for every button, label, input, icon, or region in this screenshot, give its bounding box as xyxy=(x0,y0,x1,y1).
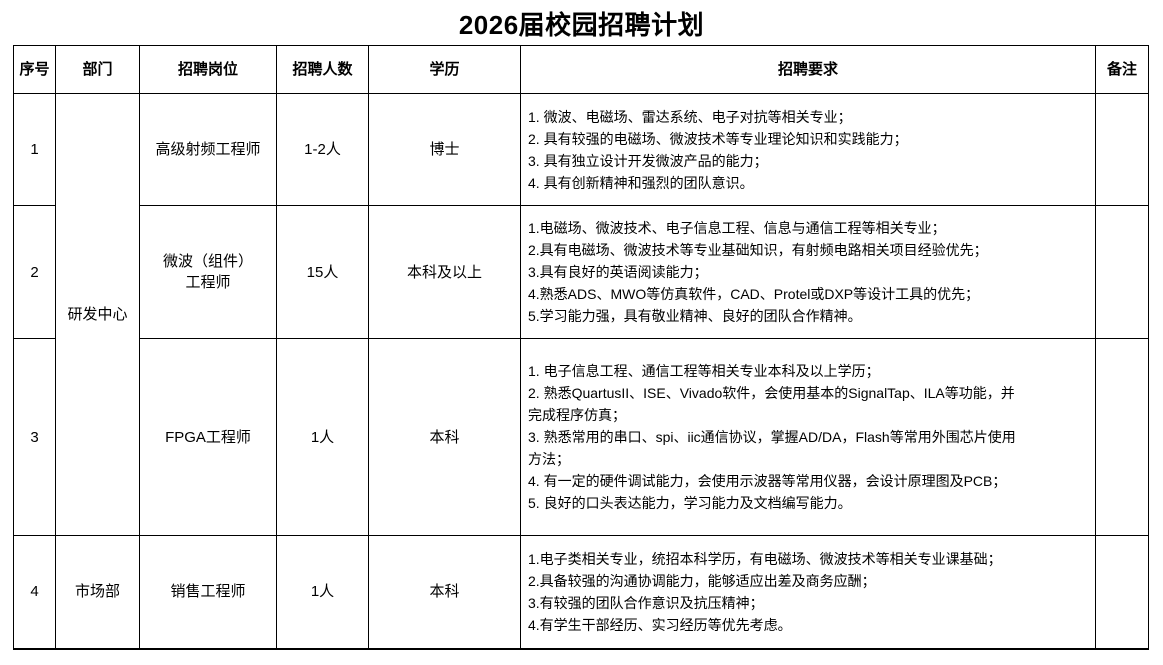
table-row: 4 市场部 销售工程师 1人 本科 1.电子类相关专业，统招本科学历，有电磁场、… xyxy=(13,535,1149,649)
header-requirements: 招聘要求 xyxy=(520,45,1096,94)
cell-department: 市场部 xyxy=(55,535,140,649)
requirement-line: 3.有较强的团队合作意识及抗压精神； xyxy=(528,594,764,611)
cell-requirements: 1. 电子信息工程、通信工程等相关专业本科及以上学历； 2. 熟悉Quartus… xyxy=(520,338,1096,536)
header-headcount: 招聘人数 xyxy=(276,45,369,94)
cell-requirements: 1. 微波、电磁场、雷达系统、电子对抗等相关专业； 2. 具有较强的电磁场、微波… xyxy=(520,93,1096,206)
cell-no: 2 xyxy=(13,205,56,339)
requirement-line: 1.电子类相关专业，统招本科学历，有电磁场、微波技术等相关专业课基础； xyxy=(528,550,1002,567)
requirement-line: 完成程序仿真； xyxy=(528,407,626,423)
requirement-line: 3. 具有独立设计开发微波产品的能力； xyxy=(528,152,768,169)
requirement-line: 1. 电子信息工程、通信工程等相关专业本科及以上学历； xyxy=(528,363,880,379)
cell-note xyxy=(1095,205,1149,339)
page-title: 2026届校园招聘计划 xyxy=(458,10,705,40)
cell-headcount: 1人 xyxy=(276,338,369,536)
cell-education: 博士 xyxy=(368,93,521,206)
cell-position: 销售工程师 xyxy=(139,535,277,649)
requirement-line: 5.学习能力强，具有敬业精神、良好的团队合作精神。 xyxy=(528,308,862,324)
header-position: 招聘岗位 xyxy=(139,45,277,94)
cell-no: 1 xyxy=(13,93,56,206)
cell-no: 4 xyxy=(13,535,56,649)
requirement-line: 1.电磁场、微波技术、电子信息工程、信息与通信工程等相关专业； xyxy=(528,220,946,236)
table-row: 3 FPGA工程师 1人 本科 1. 电子信息工程、通信工程等相关专业本科及以上… xyxy=(13,338,1149,536)
requirement-line: 2. 熟悉QuartusII、ISE、Vivado软件，会使用基本的Signal… xyxy=(528,385,1015,401)
table-row: 1 研发中心 高级射频工程师 1-2人 博士 1. 微波、电磁场、雷达系统、电子… xyxy=(13,93,1149,536)
cell-note xyxy=(1095,93,1149,206)
header-education: 学历 xyxy=(368,45,521,94)
requirement-line: 4. 有一定的硬件调试能力，会使用示波器等常用仪器，会设计原理图及PCB； xyxy=(528,473,1007,489)
cell-education: 本科 xyxy=(368,338,521,536)
requirement-line: 4.有学生干部经历、实习经历等优先考虑。 xyxy=(528,616,792,633)
requirement-line: 3. 熟悉常用的串口、spi、iic通信协议，掌握AD/DA，Flash等常用外… xyxy=(528,429,1016,445)
cell-requirements: 1.电磁场、微波技术、电子信息工程、信息与通信工程等相关专业； 2.具有电磁场、… xyxy=(520,205,1096,339)
requirement-line: 4. 具有创新精神和强烈的团队意识。 xyxy=(528,174,754,191)
cell-note xyxy=(1095,535,1149,649)
requirement-line: 方法； xyxy=(528,451,570,467)
header-note: 备注 xyxy=(1095,45,1149,94)
cell-position: 高级射频工程师 xyxy=(139,93,277,206)
requirement-line: 4.熟悉ADS、MWO等仿真软件，CAD、Protel或DXP等设计工具的优先； xyxy=(528,286,980,302)
cell-headcount: 15人 xyxy=(276,205,369,339)
recruitment-plan-table: 序号 部门 招聘岗位 招聘人数 学历 招聘要求 备注 1 研发中心 高级射频工程… xyxy=(13,45,1149,650)
cell-requirements: 1.电子类相关专业，统招本科学历，有电磁场、微波技术等相关专业课基础； 2.具备… xyxy=(520,535,1096,649)
cell-headcount: 1人 xyxy=(276,535,369,649)
cell-education: 本科 xyxy=(368,535,521,649)
table-row: 2 微波（组件） 工程师 15人 本科及以上 1.电磁场、微波技术、电子信息工程… xyxy=(13,205,1149,339)
requirement-line: 5. 良好的口头表达能力，学习能力及文档编写能力。 xyxy=(528,495,852,511)
cell-department-merged: 研发中心 xyxy=(55,93,140,536)
requirement-line: 2.具有电磁场、微波技术等专业基础知识，有射频电路相关项目经验优先； xyxy=(528,242,988,258)
cell-education: 本科及以上 xyxy=(368,205,521,339)
cell-position: 微波（组件） 工程师 xyxy=(139,205,277,339)
requirement-line: 2.具备较强的沟通协调能力，能够适应出差及商务应酬； xyxy=(528,572,876,589)
table-header-row: 序号 部门 招聘岗位 招聘人数 学历 招聘要求 备注 xyxy=(13,45,1149,94)
header-department: 部门 xyxy=(55,45,140,94)
requirement-line: 2. 具有较强的电磁场、微波技术等专业理论知识和实践能力； xyxy=(528,130,908,147)
requirement-line: 1. 微波、电磁场、雷达系统、电子对抗等相关专业； xyxy=(528,108,852,125)
cell-position: FPGA工程师 xyxy=(139,338,277,536)
cell-headcount: 1-2人 xyxy=(276,93,369,206)
requirement-line: 3.具有良好的英语阅读能力； xyxy=(528,264,708,280)
cell-no: 3 xyxy=(13,338,56,536)
cell-note xyxy=(1095,338,1149,536)
header-no: 序号 xyxy=(13,45,56,94)
